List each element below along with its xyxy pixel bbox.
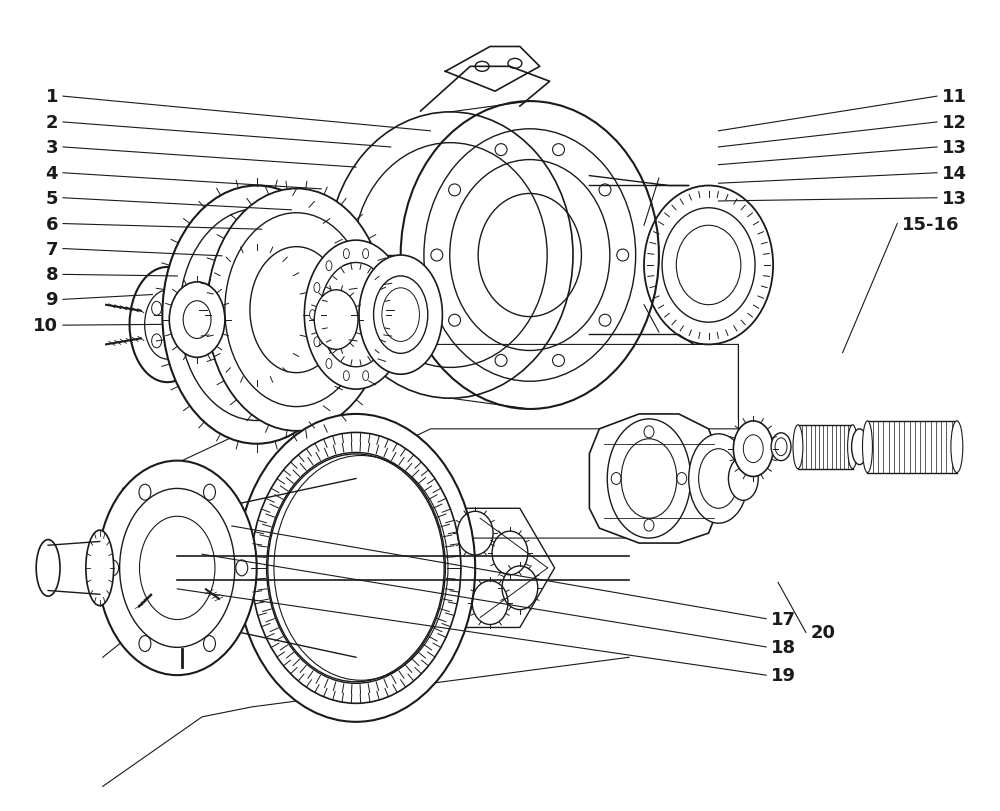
Ellipse shape — [863, 422, 872, 473]
Ellipse shape — [793, 425, 803, 469]
Text: 13: 13 — [942, 139, 967, 157]
Text: 13: 13 — [942, 190, 967, 208]
Ellipse shape — [848, 425, 858, 469]
Polygon shape — [589, 414, 718, 543]
Ellipse shape — [689, 434, 748, 524]
Text: 15-16: 15-16 — [902, 215, 960, 234]
Text: 20: 20 — [811, 624, 836, 642]
Text: 8: 8 — [45, 266, 58, 284]
Text: 9: 9 — [46, 291, 58, 309]
Ellipse shape — [237, 414, 475, 722]
Ellipse shape — [728, 457, 758, 500]
Ellipse shape — [86, 530, 114, 606]
Ellipse shape — [359, 255, 442, 375]
Text: 10: 10 — [33, 317, 58, 335]
Text: 6: 6 — [46, 215, 58, 234]
Ellipse shape — [951, 422, 963, 473]
Text: 3: 3 — [46, 139, 58, 157]
Ellipse shape — [852, 429, 867, 465]
Ellipse shape — [733, 422, 773, 477]
Ellipse shape — [304, 241, 408, 389]
Ellipse shape — [169, 282, 225, 358]
Text: 2: 2 — [46, 114, 58, 131]
Text: 4: 4 — [46, 165, 58, 182]
Text: 5: 5 — [46, 190, 58, 208]
Ellipse shape — [162, 187, 351, 444]
Ellipse shape — [98, 461, 257, 676]
Text: 18: 18 — [771, 638, 796, 656]
Text: 11: 11 — [942, 88, 967, 106]
Text: 14: 14 — [942, 165, 967, 182]
Ellipse shape — [207, 189, 386, 431]
Text: 12: 12 — [942, 114, 967, 131]
Ellipse shape — [314, 290, 358, 350]
Ellipse shape — [36, 540, 60, 596]
Text: 7: 7 — [46, 240, 58, 258]
Text: 1: 1 — [46, 88, 58, 106]
Text: 19: 19 — [771, 667, 796, 684]
Ellipse shape — [607, 419, 691, 539]
Text: 17: 17 — [771, 610, 796, 628]
Ellipse shape — [130, 268, 205, 383]
Ellipse shape — [771, 433, 791, 461]
